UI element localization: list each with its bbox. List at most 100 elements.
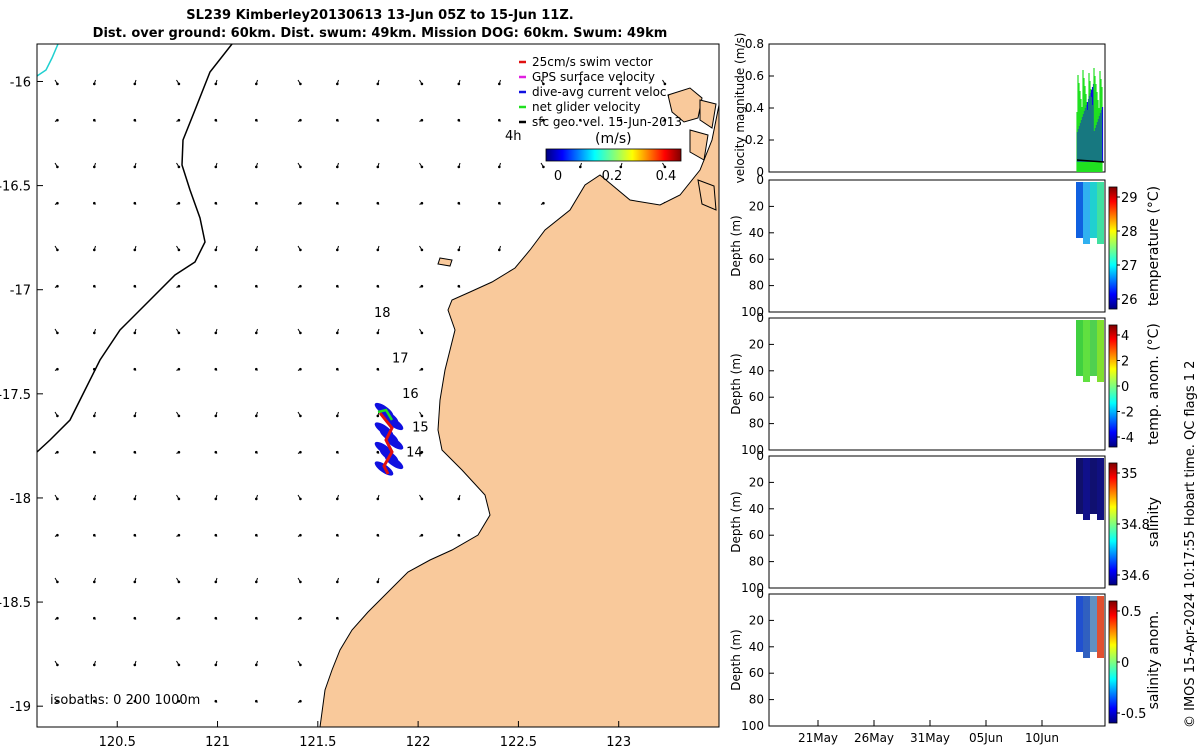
velocity-vector [93,245,96,252]
velocity-vector [419,245,424,252]
velocity-vector [254,284,258,288]
legend-entry: dive-avg current veloc. [532,85,670,99]
velocity-vector [93,328,96,335]
velocity-vector [133,162,137,169]
velocity-vector [133,118,137,122]
velocity-vector [93,660,96,667]
depth-tick-label: 60 [749,252,764,266]
day-label: 18 [374,306,391,321]
velocity-vector [133,450,137,454]
velocity-vector [540,162,545,169]
velocity-vector [54,118,59,122]
depth-tick-label: 80 [749,417,764,431]
velocity-vector [254,533,258,537]
velocity-vector [419,328,424,335]
velocity-vector [214,201,218,205]
velocity-vector [133,411,137,418]
velocity-vector [54,660,59,667]
velocity-vector [579,79,582,86]
velocity-vector [133,699,137,703]
depth-tick-label: 60 [749,666,764,680]
section-data-block [1076,596,1083,652]
velocity-vector [176,450,181,454]
section-data-block [1097,182,1104,244]
map-y-tick-label: -17.5 [0,388,31,403]
time-tick-label: 10Jun [1025,731,1059,745]
depth-tick-label: 80 [749,555,764,569]
velocity-vector [54,79,59,86]
colorbar-tick-label: 0.2 [602,169,623,184]
section-data-block [1083,182,1090,244]
velocity-vector [579,118,582,122]
velocity-vector [297,367,302,371]
velocity-vector [457,533,461,537]
velocity-vector [133,616,137,620]
velocity-frame [768,43,1106,173]
velocity-vector [297,79,302,86]
velocity-vector [419,284,424,288]
section-data-block [1076,182,1083,238]
velocity-vector [376,533,380,537]
velocity-vector [133,494,137,501]
velocity-vector [254,328,258,335]
map-y-tick-label: -17 [10,284,31,299]
velocity-vector [254,118,258,122]
velocity-vector [176,284,181,288]
velocity-vector [176,533,181,537]
velocity-y-tick-label: 0.4 [745,101,764,115]
velocity-vector [336,616,339,620]
velocity-vector [336,367,339,371]
velocity-vector [54,411,59,418]
speed-colorbar [545,148,682,162]
section-colorbar [1108,462,1118,586]
velocity-vector [297,494,302,501]
vector-scale-label: 4h [505,129,522,144]
time-tick-label: 26May [854,731,894,745]
velocity-vector [54,162,59,169]
velocity-vector [457,201,461,205]
velocity-vector [254,367,258,371]
velocity-vector [93,494,96,501]
colorbar-label: temp. anom. (°C) [1146,323,1162,445]
velocity-vector [376,201,380,205]
time-tick-label: 21May [798,731,838,745]
velocity-vector [419,411,424,418]
velocity-vector [297,162,302,169]
glider-track [374,402,404,476]
depth-tick-label: 100 [741,305,764,319]
colorbar-unit: (m/s) [595,131,632,147]
velocity-vector [336,533,339,537]
velocity-vector [54,245,59,252]
velocity-vector [579,162,582,169]
velocity-vector [133,328,137,335]
depth-tick-label: 0 [756,587,764,601]
colorbar-tick-label: -4 [1121,431,1134,446]
map-y-tick-label: -18 [10,492,31,507]
velocity-ylabel: velocity magnitude (m/s) [733,33,747,184]
day-label: 16 [402,387,419,402]
velocity-vector [297,450,302,454]
velocity-vector [297,699,302,703]
velocity-vector [176,367,181,371]
velocity-vector [297,245,302,252]
velocity-vector [214,660,218,667]
velocity-vector [54,328,59,335]
isobath-0m [37,44,59,77]
legend-entry: GPS surface velocity [532,70,655,84]
section-colorbar [1108,186,1118,310]
velocity-vector [93,411,96,418]
section-panel-salinity: 0 20 40 60 80 100 Depth (m) 35 34.8 34.6 salinity [729,449,1162,595]
velocity-vector [336,245,339,252]
velocity-vector [214,328,218,335]
velocity-y-tick-label: 0 [756,165,764,179]
velocity-vector [297,616,302,620]
velocity-vector [336,162,339,169]
velocity-vector [54,699,59,703]
velocity-vector [254,577,258,584]
velocity-vector [54,450,59,454]
section-data-block [1090,458,1097,514]
section-data-block [1090,596,1097,652]
depth-tick-label: 20 [749,613,764,627]
depth-axis-label: Depth (m) [729,491,743,552]
depth-tick-label: 100 [741,581,764,595]
